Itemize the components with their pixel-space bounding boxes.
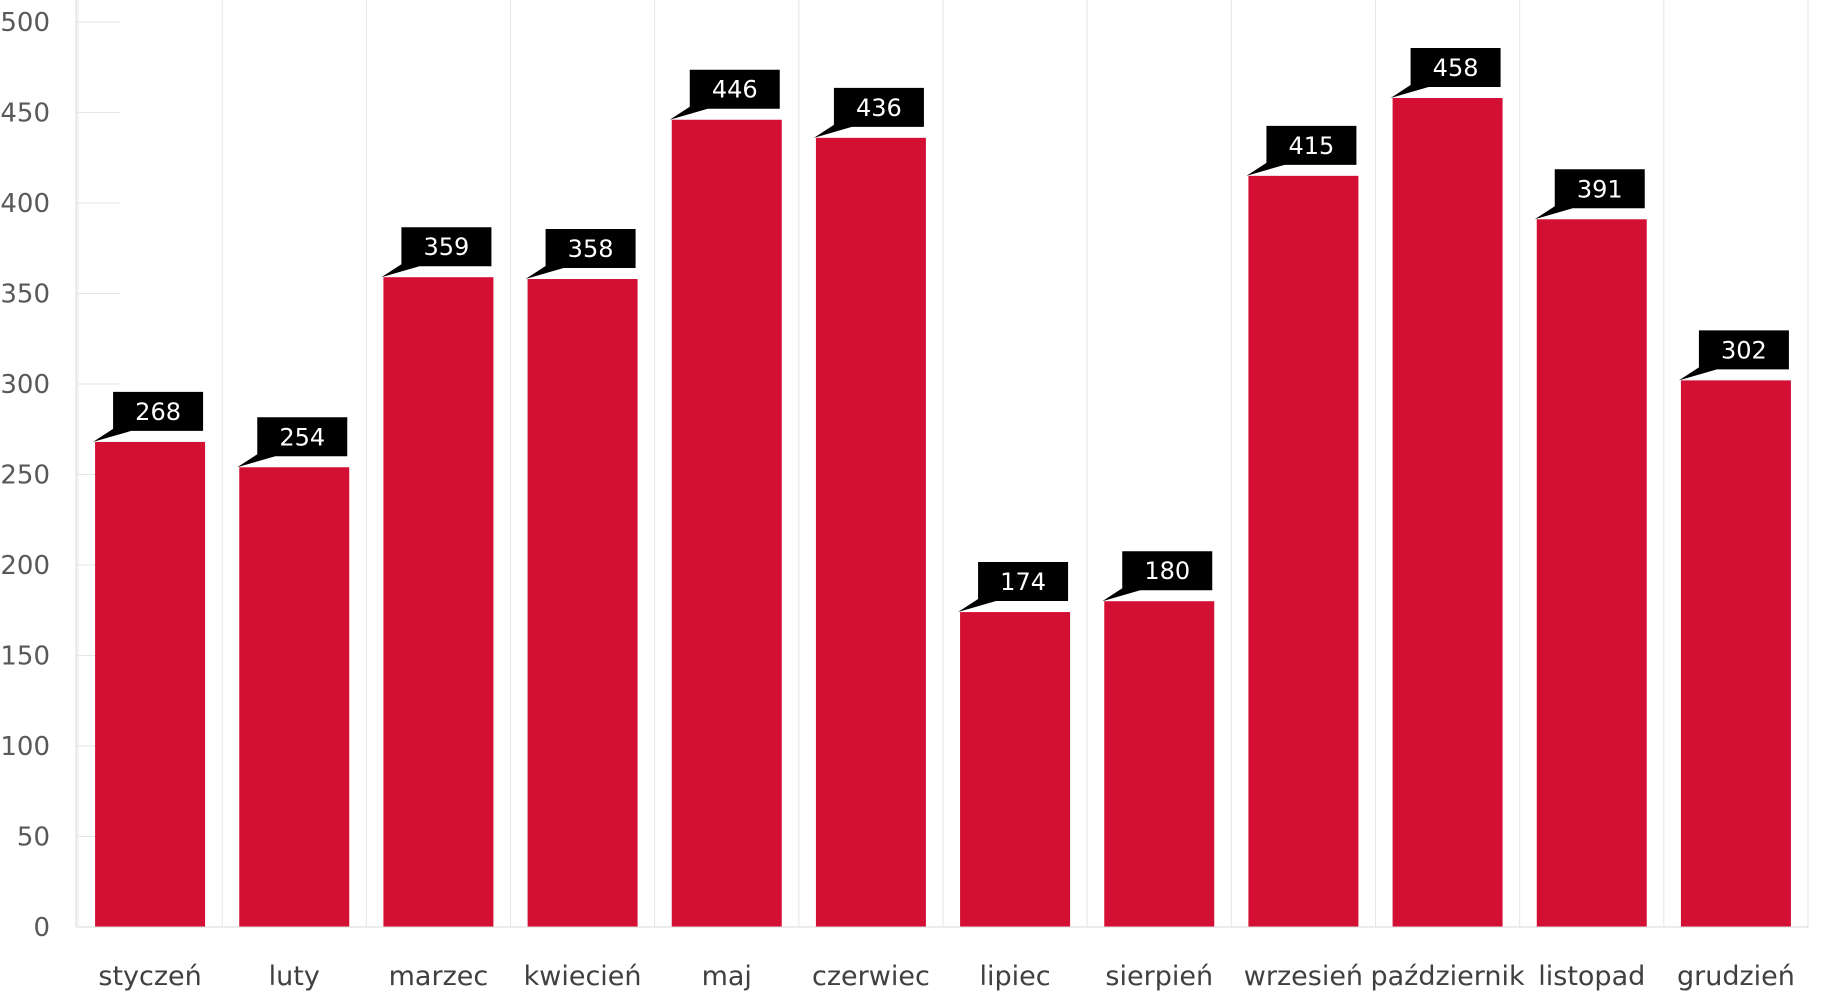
x-category-label: czerwiec [812,961,930,992]
data-label-callout [381,227,492,278]
x-category-label: maj [702,961,752,992]
y-tick-label: 200 [0,551,50,581]
data-label: 415 [1289,132,1335,160]
bar [1536,219,1647,928]
data-label-callout [1678,330,1789,381]
bar [95,441,206,927]
data-label-callout [1534,169,1645,220]
data-label-callout [237,417,348,468]
data-label-callout [525,229,636,280]
data-label: 436 [856,94,902,122]
x-category-label: luty [269,961,320,992]
y-tick-label: 400 [0,189,50,219]
bar [815,137,926,928]
bar [1392,98,1503,927]
data-label-callout [669,69,780,120]
bar [671,119,782,928]
data-label: 302 [1721,336,1767,364]
y-tick-label: 250 [0,461,50,491]
data-label: 358 [568,235,614,263]
bar [1680,380,1791,927]
x-category-label: lipiec [980,961,1051,992]
gridlines [77,0,1809,927]
x-category-label: kwiecień [524,961,642,992]
bar [1104,601,1215,927]
y-tick-label: 100 [0,732,50,762]
bar [527,279,638,927]
data-label-callout [813,87,924,138]
bar [1248,175,1359,928]
data-label-callout [93,391,204,442]
bars [95,98,1791,928]
x-category-label: sierpień [1105,961,1213,992]
y-tick-label: 500 [0,8,50,38]
data-label: 268 [135,398,181,426]
x-category-label: wrzesień [1244,961,1363,992]
x-axis: styczeń luty marzec kwiecień maj czerwiec lipi… [78,926,1808,992]
data-label-callout [1102,551,1213,602]
data-label-callout [1246,125,1357,176]
data-label: 174 [1000,568,1046,596]
bar [239,467,350,927]
y-tick-label: 0 [33,913,50,943]
data-label-callout [1390,48,1501,99]
x-category-label: grudzień [1677,961,1795,992]
y-tick-label: 150 [0,642,50,672]
y-tick-label: 50 [17,823,50,853]
data-label: 180 [1144,557,1190,585]
data-label: 254 [279,423,325,451]
data-labels: 268 254 359 358 446 436 174 180 415 458 391 302 [93,48,1789,613]
x-category-label: październik [1371,961,1526,992]
bar [960,612,1071,927]
data-label-callout [958,562,1069,613]
x-category-label: marzec [389,961,489,992]
bar [383,277,494,928]
y-tick-label: 350 [0,280,50,310]
x-category-label: styczeń [98,961,201,992]
y-axis: 0 50 100 150 200 250 300 350 400 450 500 [0,0,120,943]
data-label: 391 [1577,175,1623,203]
y-tick-label: 450 [0,99,50,129]
x-category-label: listopad [1538,961,1645,992]
data-label: 359 [424,233,470,261]
data-label: 458 [1433,54,1479,82]
y-tick-label: 300 [0,370,50,400]
data-label: 446 [712,76,758,104]
